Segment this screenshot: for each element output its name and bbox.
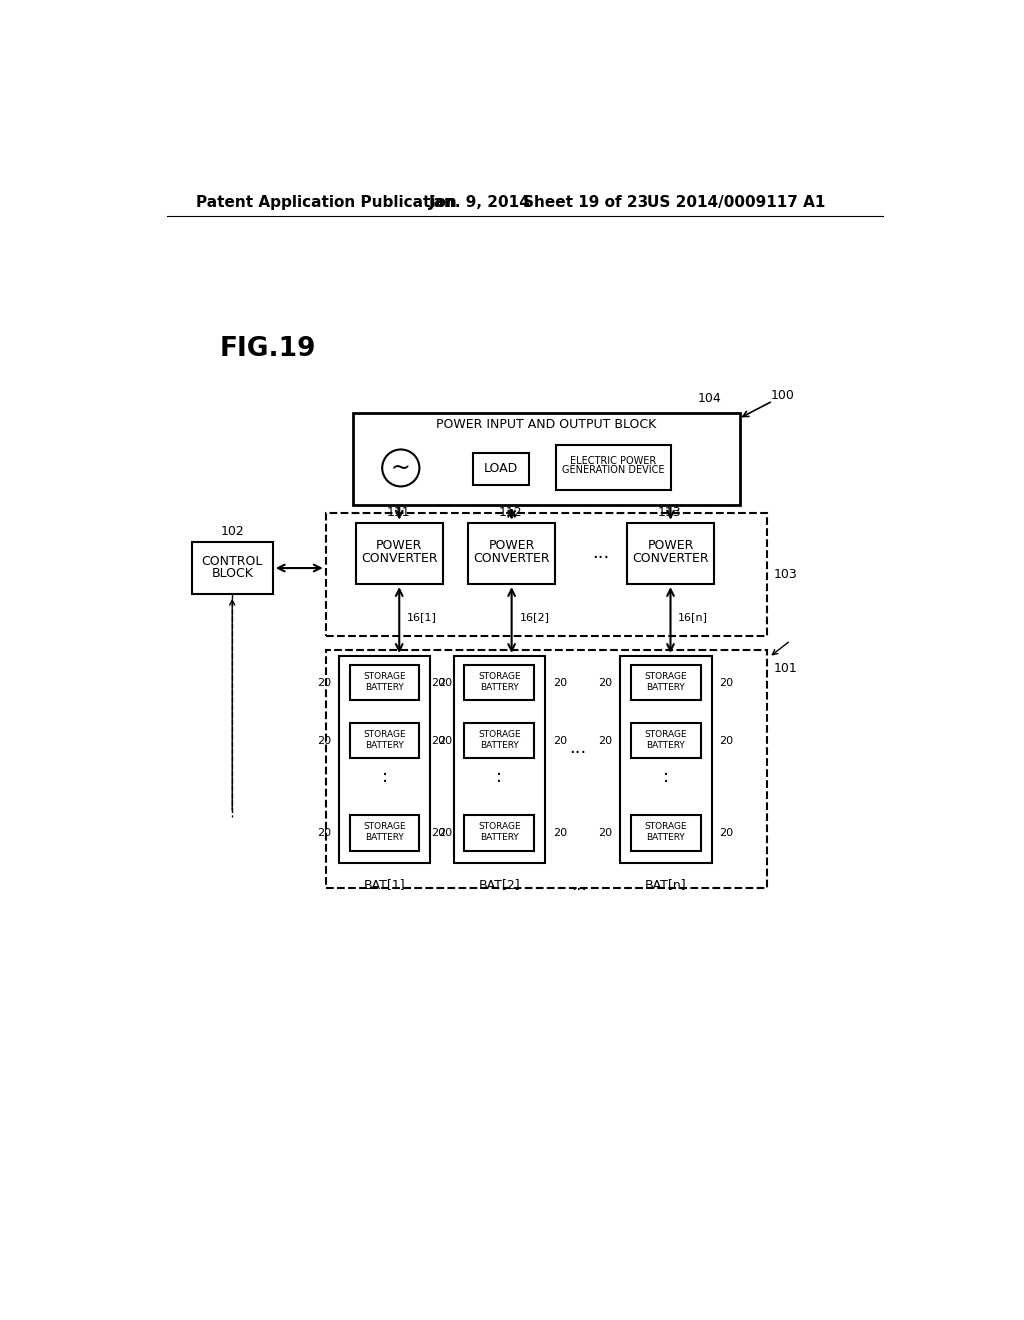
Bar [191, 541, 273, 594]
Text: BAT[n]: BAT[n] [645, 878, 687, 891]
Text: :: : [497, 768, 503, 785]
Text: Sheet 19 of 23: Sheet 19 of 23 [523, 195, 648, 210]
Bar [454, 656, 545, 863]
Text: 20: 20 [432, 828, 445, 838]
Bar [349, 665, 420, 701]
Text: BAT[2]: BAT[2] [478, 878, 520, 891]
Text: LOAD: LOAD [483, 462, 518, 475]
Bar [464, 723, 535, 758]
Text: STORAGE: STORAGE [644, 672, 687, 681]
Bar [352, 413, 740, 506]
Text: :: : [382, 768, 388, 785]
Bar [349, 723, 420, 758]
Text: BATTERY: BATTERY [480, 682, 518, 692]
Text: BLOCK: BLOCK [211, 566, 253, 579]
Text: ~: ~ [391, 455, 411, 480]
Text: 20: 20 [316, 677, 331, 688]
Text: 20: 20 [553, 677, 567, 688]
Bar [468, 523, 555, 585]
Text: 20: 20 [598, 677, 612, 688]
Text: 20: 20 [553, 735, 567, 746]
Text: 111: 111 [387, 506, 411, 519]
Text: 101: 101 [773, 663, 798, 676]
Bar [631, 816, 700, 850]
Text: STORAGE: STORAGE [364, 730, 406, 739]
Text: CONVERTER: CONVERTER [473, 552, 550, 565]
Bar [349, 816, 420, 850]
Text: BATTERY: BATTERY [480, 833, 518, 842]
Text: 20: 20 [598, 828, 612, 838]
Text: 104: 104 [697, 392, 721, 405]
Text: ELECTRIC POWER: ELECTRIC POWER [570, 455, 656, 466]
Text: BATTERY: BATTERY [366, 833, 403, 842]
Text: :: : [663, 768, 669, 785]
Text: 20: 20 [553, 828, 567, 838]
Text: 102: 102 [220, 524, 244, 537]
Text: CONTROL: CONTROL [202, 554, 263, 568]
Text: STORAGE: STORAGE [478, 822, 520, 832]
Text: CONVERTER: CONVERTER [360, 552, 437, 565]
Bar [339, 656, 430, 863]
Text: 20: 20 [438, 735, 453, 746]
Text: 100: 100 [771, 389, 795, 403]
Text: ...: ... [569, 739, 586, 756]
Text: 103: 103 [773, 568, 798, 581]
Text: BATTERY: BATTERY [646, 833, 685, 842]
Text: STORAGE: STORAGE [364, 672, 406, 681]
Text: 20: 20 [719, 828, 733, 838]
Text: 16[1]: 16[1] [407, 612, 437, 622]
Text: STORAGE: STORAGE [644, 730, 687, 739]
Text: POWER: POWER [647, 539, 693, 552]
Bar [631, 665, 700, 701]
Text: GENERATION DEVICE: GENERATION DEVICE [562, 465, 665, 475]
Text: BATTERY: BATTERY [366, 741, 403, 750]
Text: 112: 112 [499, 506, 522, 519]
Text: BATTERY: BATTERY [646, 682, 685, 692]
Bar [627, 523, 714, 585]
Text: 20: 20 [438, 677, 453, 688]
Text: 20: 20 [432, 735, 445, 746]
Text: POWER INPUT AND OUTPUT BLOCK: POWER INPUT AND OUTPUT BLOCK [436, 418, 656, 432]
Text: STORAGE: STORAGE [478, 730, 520, 739]
Bar [464, 665, 535, 701]
Text: STORAGE: STORAGE [644, 822, 687, 832]
Text: 20: 20 [719, 677, 733, 688]
Bar [356, 523, 442, 585]
Bar [326, 512, 767, 636]
Text: STORAGE: STORAGE [478, 672, 520, 681]
Text: 20: 20 [432, 677, 445, 688]
Text: BAT[1]: BAT[1] [364, 878, 406, 891]
Bar [473, 453, 528, 484]
Bar [631, 723, 700, 758]
Text: CONVERTER: CONVERTER [632, 552, 709, 565]
Bar [556, 445, 671, 490]
Text: BATTERY: BATTERY [366, 682, 403, 692]
Text: 20: 20 [316, 828, 331, 838]
Text: 20: 20 [438, 828, 453, 838]
Bar [326, 649, 767, 888]
Text: 16[2]: 16[2] [519, 612, 549, 622]
Text: 16[n]: 16[n] [678, 612, 709, 622]
Text: Jan. 9, 2014: Jan. 9, 2014 [429, 195, 530, 210]
Text: 20: 20 [316, 735, 331, 746]
Text: STORAGE: STORAGE [364, 822, 406, 832]
Text: BATTERY: BATTERY [646, 741, 685, 750]
Text: FIG.19: FIG.19 [219, 337, 316, 363]
Text: BATTERY: BATTERY [480, 741, 518, 750]
Text: POWER: POWER [488, 539, 535, 552]
Bar [621, 656, 712, 863]
Text: ...: ... [571, 875, 587, 894]
Bar [464, 816, 535, 850]
Text: 20: 20 [719, 735, 733, 746]
Text: POWER: POWER [376, 539, 423, 552]
Text: US 2014/0009117 A1: US 2014/0009117 A1 [647, 195, 825, 210]
Text: Patent Application Publication: Patent Application Publication [197, 195, 457, 210]
Text: ...: ... [592, 544, 609, 562]
Text: 113: 113 [657, 506, 682, 519]
Text: 20: 20 [598, 735, 612, 746]
